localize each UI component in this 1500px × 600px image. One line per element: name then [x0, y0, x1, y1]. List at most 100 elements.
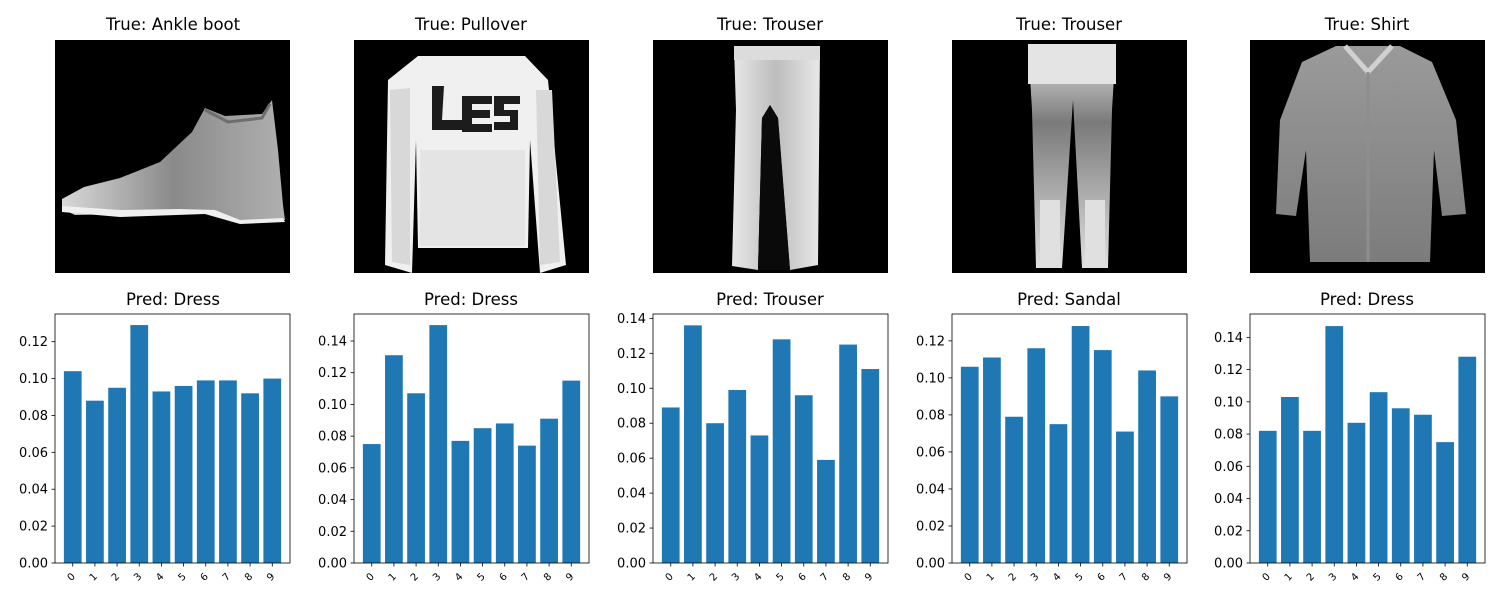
x-tick-label: 5 — [1073, 571, 1085, 583]
pullover-image — [385, 56, 566, 273]
y-tick-label: 0.14 — [318, 334, 347, 349]
x-tick-label: 2 — [409, 571, 421, 583]
x-tick-label: 1 — [1283, 571, 1295, 583]
y-tick-label: 0.04 — [617, 487, 646, 502]
bar-0 — [661, 407, 680, 563]
image-title: True: Trouser — [716, 15, 823, 34]
axes-frame — [54, 313, 291, 564]
bar-5 — [1071, 326, 1090, 563]
y-tick-label: 0.00 — [617, 557, 646, 572]
image-panel-0: True: Ankle boot — [55, 15, 290, 273]
x-tick-label: 6 — [1096, 571, 1108, 583]
x-tick-label: 5 — [774, 571, 786, 583]
bar-5 — [473, 428, 492, 563]
x-tick-label: 6 — [498, 571, 510, 583]
x-tick-label: 9 — [1460, 571, 1472, 583]
x-tick-label: 7 — [520, 571, 532, 583]
y-tick-label: 0.06 — [617, 452, 646, 467]
bar-0 — [63, 371, 82, 563]
bar-8 — [839, 344, 857, 563]
bar-chart: 0 1 2 3 4 5 6 7 8 9 0.00 0.02 0.04 0.06 0.08 0.10 0.12 0.… — [318, 313, 590, 584]
x-tick-label: 4 — [1349, 571, 1361, 583]
x-tick-label: 5 — [475, 571, 487, 583]
bar-4 — [152, 391, 171, 563]
bar-7 — [1116, 431, 1134, 563]
y-tick-label: 0.06 — [318, 461, 347, 476]
bar-2 — [407, 393, 425, 563]
axes-frame — [951, 313, 1188, 564]
x-tick-label: 0 — [365, 571, 377, 583]
bar-6 — [794, 395, 813, 563]
y-tick-label: 0.08 — [617, 417, 646, 432]
bar-6 — [495, 423, 514, 563]
bar-9 — [263, 378, 282, 563]
bar-4 — [1347, 422, 1366, 563]
chart-panel-2: Pred: Trouser 0 1 2 3 4 5 6 7 8 9 0.00 0.02 0.04 0.06… — [617, 290, 889, 584]
image-panel-3: True: Trouser — [952, 15, 1187, 273]
bar-4 — [750, 435, 769, 563]
y-tick-label: 0.04 — [318, 493, 347, 508]
y-tick-label: 0.00 — [916, 557, 945, 572]
bar-1 — [684, 325, 702, 563]
x-tick-label: 1 — [387, 571, 399, 583]
image-title: True: Trouser — [1015, 15, 1122, 34]
trouser-image-2 — [1028, 44, 1116, 268]
x-tick-label: 8 — [1438, 571, 1450, 583]
x-tick-label: 3 — [730, 571, 742, 583]
x-tick-label: 7 — [1118, 571, 1130, 583]
bar-5 — [174, 385, 193, 563]
bar-chart: 0 1 2 3 4 5 6 7 8 9 0.00 0.02 0.04 0.06 0.08 0.10 0.12 0.… — [1214, 313, 1486, 584]
y-tick-label: 0.10 — [1214, 395, 1243, 410]
x-tick-label: 3 — [1327, 571, 1339, 583]
x-tick-label: 9 — [265, 571, 277, 583]
x-tick-label: 1 — [985, 571, 997, 583]
chart-panel-1: Pred: Dress 0 1 2 3 4 5 6 7 8 9 0.00 0.02 0.04 0.06 0.… — [318, 290, 590, 584]
y-tick-label: 0.14 — [617, 312, 646, 327]
x-tick-label: 9 — [564, 571, 576, 583]
x-tick-label: 2 — [1305, 571, 1317, 583]
bar-4 — [451, 440, 470, 563]
bar-8 — [1138, 370, 1156, 563]
bar-3 — [728, 390, 747, 563]
image-panel-1: True: Pullover — [354, 15, 589, 273]
bar-2 — [1303, 430, 1321, 563]
x-tick-label: 1 — [88, 571, 100, 583]
y-tick-label: 0.00 — [1214, 557, 1243, 572]
bar-7 — [817, 459, 835, 563]
bar-1 — [1281, 397, 1299, 563]
x-tick-label: 9 — [863, 571, 875, 583]
y-tick-label: 0.02 — [1214, 524, 1243, 539]
bar-0 — [362, 444, 381, 563]
chart-title: Pred: Dress — [126, 290, 220, 309]
chart-panel-0: Pred: Dress 0 1 2 3 4 5 6 7 8 9 0.00 0.02 0.04 0.06 0.… — [19, 290, 291, 584]
y-tick-label: 0.12 — [1214, 363, 1243, 378]
chart-title: Pred: Trouser — [716, 290, 824, 309]
bar-chart: 0 1 2 3 4 5 6 7 8 9 0.00 0.02 0.04 0.06 0.08 0.10 0.12 0.… — [617, 312, 889, 584]
x-tick-label: 1 — [686, 571, 698, 583]
bar-3 — [429, 325, 448, 563]
axes-frame — [652, 313, 889, 564]
ankle-boot-image — [62, 100, 285, 224]
x-tick-label: 3 — [132, 571, 144, 583]
bar-5 — [1369, 392, 1388, 563]
y-tick-label: 0.08 — [19, 409, 48, 424]
x-tick-label: 8 — [542, 571, 554, 583]
bar-5 — [772, 339, 791, 563]
bar-4 — [1049, 424, 1068, 563]
x-tick-label: 0 — [664, 571, 676, 583]
y-tick-label: 0.12 — [318, 366, 347, 381]
y-tick-label: 0.08 — [1214, 428, 1243, 443]
x-tick-label: 6 — [1394, 571, 1406, 583]
y-tick-label: 0.06 — [1214, 460, 1243, 475]
x-tick-label: 8 — [1140, 571, 1152, 583]
chart-title: Pred: Dress — [424, 290, 518, 309]
x-tick-label: 2 — [1007, 571, 1019, 583]
y-tick-label: 0.04 — [1214, 492, 1243, 507]
bar-6 — [1093, 350, 1112, 563]
bar-7 — [1414, 414, 1432, 563]
x-tick-label: 4 — [453, 571, 465, 583]
bar-2 — [108, 387, 126, 563]
x-tick-label: 4 — [752, 571, 764, 583]
bar-3 — [130, 325, 149, 563]
bar-chart: 0 1 2 3 4 5 6 7 8 9 0.00 0.02 0.04 0.06 0.08 0.10 0.12 — [19, 313, 291, 584]
